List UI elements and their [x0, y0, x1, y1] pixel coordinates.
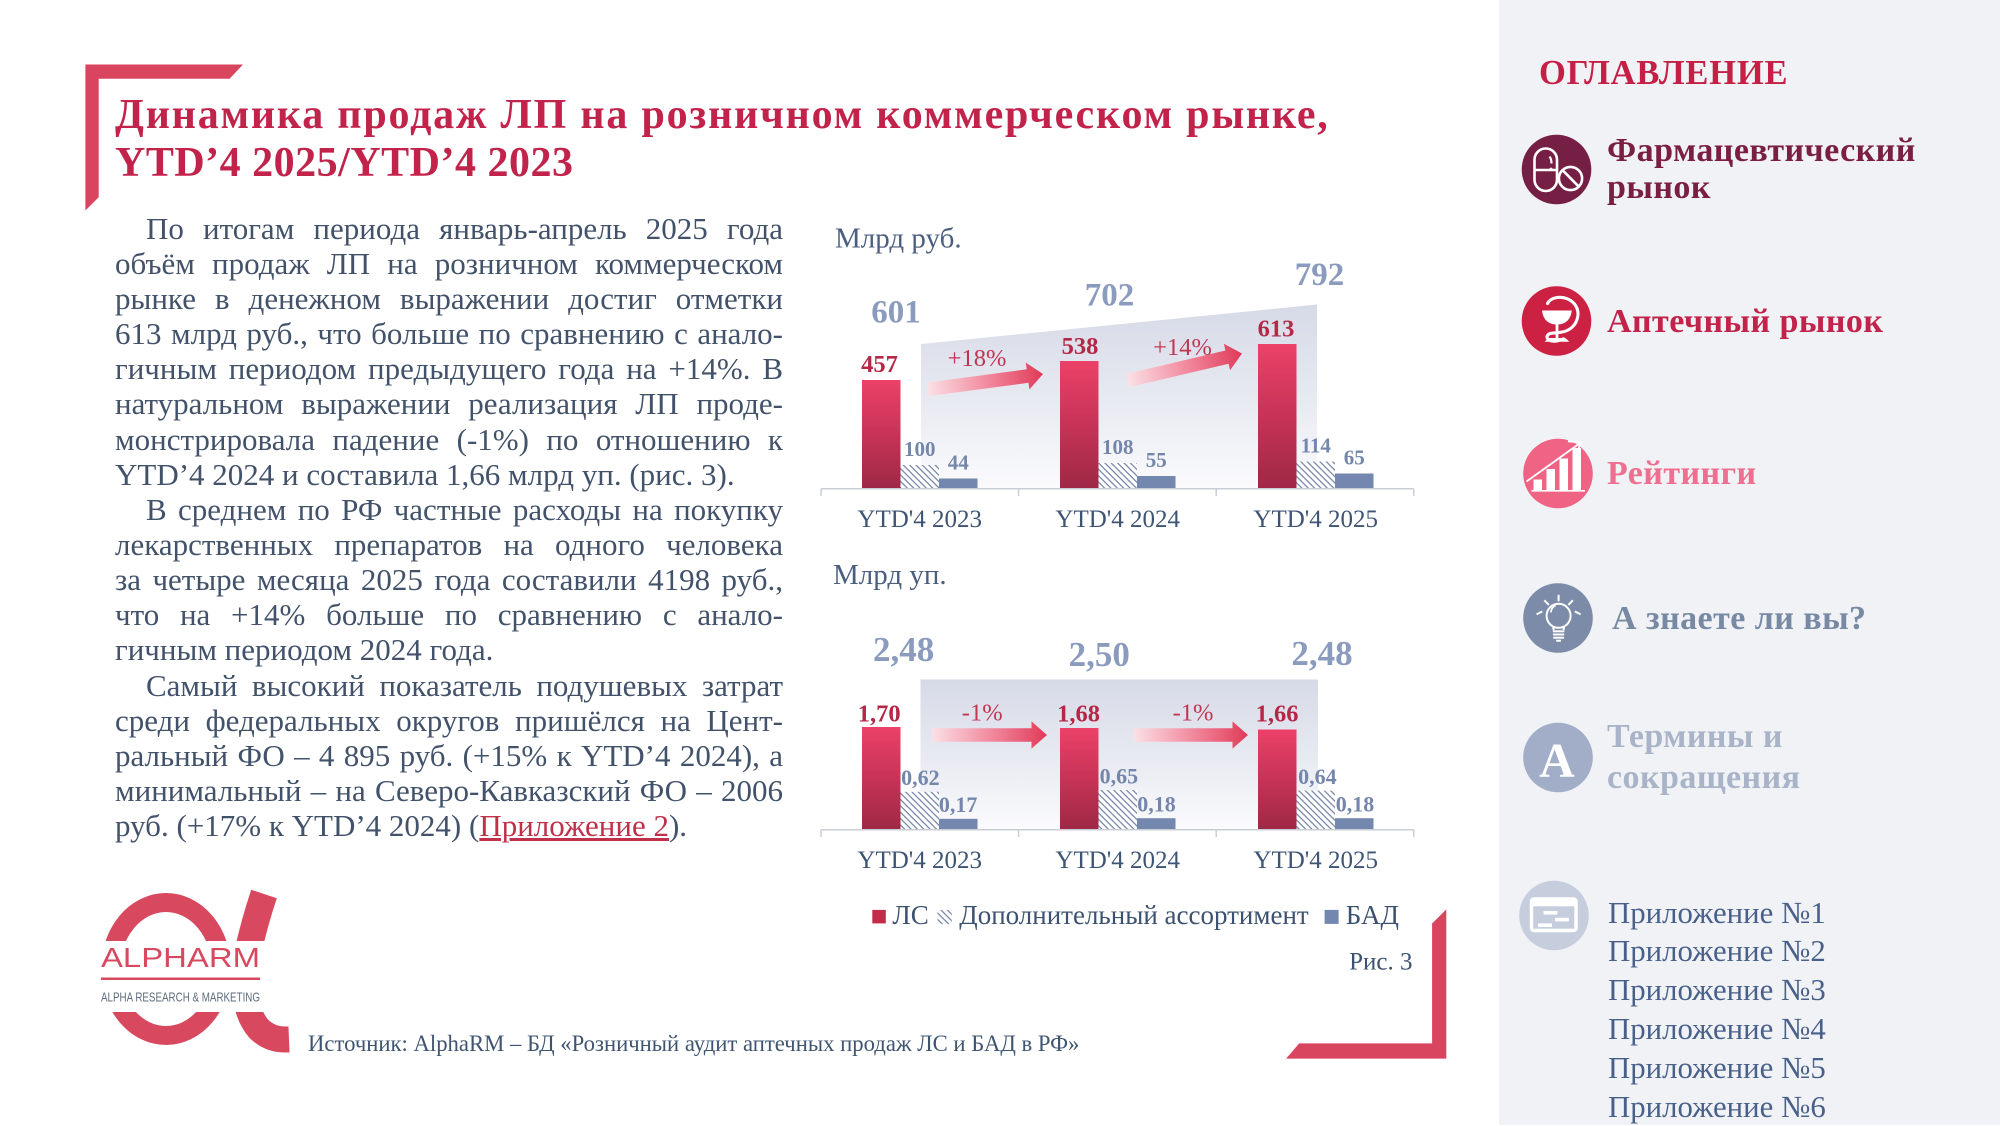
svg-text:+18%: +18% [948, 345, 1007, 372]
svg-text:114: 114 [1301, 434, 1332, 458]
svg-text:55: 55 [1146, 448, 1167, 472]
svg-text:A: A [1539, 733, 1575, 788]
svg-text:Млрд руб.: Млрд руб. [835, 223, 962, 255]
svg-text:0,64: 0,64 [1298, 764, 1337, 789]
svg-text:0,62: 0,62 [901, 765, 940, 790]
svg-text:ЛС: ЛС [892, 900, 928, 930]
svg-text:0,18: 0,18 [1137, 792, 1176, 817]
svg-text:-1%: -1% [1173, 699, 1214, 726]
svg-text:0,18: 0,18 [1336, 792, 1375, 817]
svg-text:792: 792 [1295, 257, 1345, 293]
svg-text:Рис. 3: Рис. 3 [1349, 948, 1412, 975]
svg-text:613: 613 [1258, 316, 1295, 343]
svg-text:702: 702 [1085, 277, 1135, 313]
svg-text:YTD'4 2025: YTD'4 2025 [1253, 847, 1378, 874]
svg-text:2,50: 2,50 [1069, 635, 1130, 674]
svg-text:1,66: 1,66 [1256, 701, 1299, 728]
svg-text:1,70: 1,70 [858, 701, 901, 728]
svg-text:YTD'4 2023: YTD'4 2023 [857, 847, 982, 874]
svg-text:0,17: 0,17 [939, 792, 978, 817]
svg-text:Дополнительный ассортимент: Дополнительный ассортимент [959, 900, 1309, 930]
svg-text:108: 108 [1102, 435, 1134, 459]
svg-text:601: 601 [871, 294, 921, 330]
svg-text:100: 100 [904, 437, 936, 461]
svg-text:Млрд уп.: Млрд уп. [833, 560, 947, 591]
svg-text:-1%: -1% [962, 699, 1003, 726]
svg-text:65: 65 [1344, 446, 1365, 470]
svg-text:YTD'4 2024: YTD'4 2024 [1055, 847, 1180, 874]
svg-text:YTD'4 2023: YTD'4 2023 [857, 506, 982, 533]
svg-text:2,48: 2,48 [873, 630, 934, 669]
svg-text:457: 457 [861, 351, 898, 378]
svg-text:0,65: 0,65 [1100, 764, 1139, 789]
svg-text:БАД: БАД [1346, 900, 1399, 930]
svg-text:ALPHA RESEARCH & MARKETING: ALPHA RESEARCH & MARKETING [101, 991, 260, 1005]
svg-text:+14%: +14% [1153, 334, 1212, 361]
svg-text:1,68: 1,68 [1057, 701, 1100, 728]
svg-text:538: 538 [1062, 333, 1099, 360]
svg-text:YTD'4 2025: YTD'4 2025 [1253, 506, 1378, 533]
svg-text:ALPHARM: ALPHARM [101, 942, 260, 973]
svg-text:YTD'4 2024: YTD'4 2024 [1055, 506, 1180, 533]
svg-text:44: 44 [948, 451, 970, 475]
svg-text:2,48: 2,48 [1291, 634, 1352, 673]
